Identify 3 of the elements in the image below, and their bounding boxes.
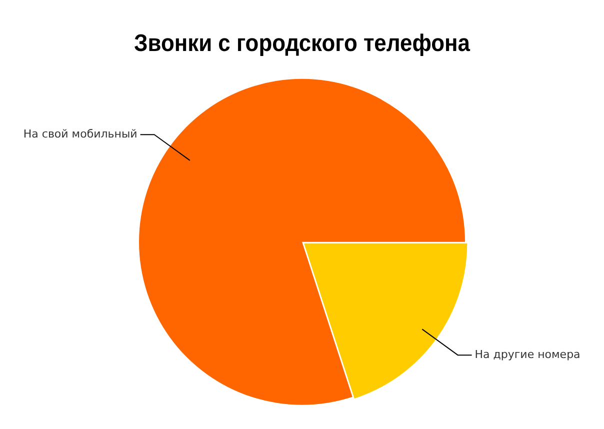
chart-title: Звонки с городского телефона — [134, 29, 470, 56]
slice-label: На свой мобильный — [23, 127, 138, 140]
slice-label: На другие номера — [474, 348, 580, 361]
